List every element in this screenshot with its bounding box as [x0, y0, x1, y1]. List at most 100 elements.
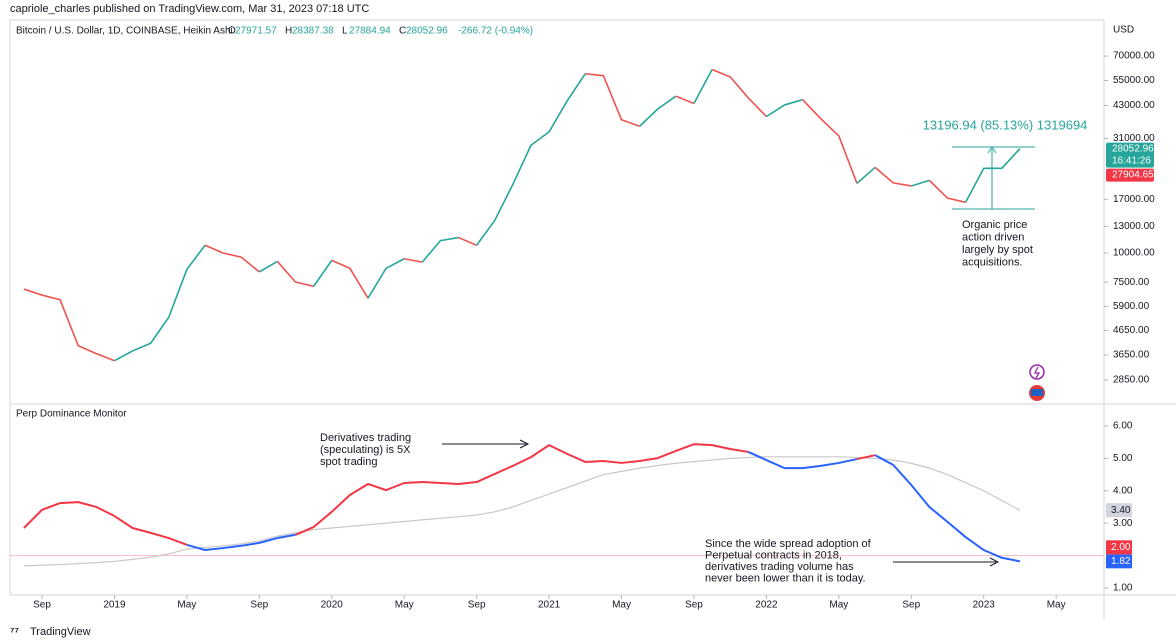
ohlc-key: O: [228, 26, 236, 37]
note-arrowhead: [989, 557, 1000, 567]
note: Organic price: [962, 219, 1027, 231]
ohlc-value: 28052.96: [406, 26, 448, 37]
note: Derivatives trading: [320, 432, 411, 444]
price-line: [258, 260, 278, 273]
y-tick-label: 7500.00: [1113, 277, 1150, 288]
x-tick-label: May: [829, 600, 848, 611]
x-tick-label: 2019: [103, 600, 126, 611]
ohlc-value: 28387.38: [292, 26, 334, 37]
price-line: [276, 260, 314, 288]
note: (speculating) is 5X: [320, 444, 411, 456]
note: derivatives trading volume has: [705, 561, 854, 573]
y-tick-label: 5.00: [1113, 453, 1133, 464]
ohlc-value: 27884.94: [349, 26, 391, 37]
y-tick-label: 13000.00: [1113, 221, 1155, 232]
price-line: [458, 236, 477, 246]
events-icon-flag: [1031, 389, 1043, 396]
price-line: [404, 257, 423, 263]
price-line: [964, 148, 1021, 203]
ma-last-box: [1106, 503, 1132, 518]
dominance-line: [23, 501, 188, 546]
price-line: [475, 73, 586, 246]
level-box: [1106, 540, 1132, 555]
ma-line: [23, 456, 1021, 567]
ma-last-label: 3.40: [1111, 505, 1131, 516]
dominance-last-box: [1106, 554, 1132, 569]
y-tick-label: 70000.00: [1113, 51, 1155, 62]
measure-label: 13196.94 (85.13%) 1319694: [923, 117, 1088, 132]
x-tick-label: May: [1047, 600, 1066, 611]
price-line: [675, 95, 695, 105]
price-change: -266.72 (-0.94%): [458, 26, 533, 37]
note: never been lower than it is today.: [705, 572, 866, 584]
dominance-line: [295, 443, 749, 536]
y-tick-label: 4.00: [1113, 485, 1133, 496]
x-tick-label: Sep: [685, 600, 703, 611]
y-tick-label: 43000.00: [1113, 100, 1155, 111]
x-tick-label: May: [612, 600, 631, 611]
dominance-line: [874, 454, 1021, 563]
y-tick-label: 5900.00: [1113, 301, 1150, 312]
price-line: [585, 72, 640, 127]
alert-icon[interactable]: [1029, 364, 1045, 380]
alert-icon-bolt: [1033, 366, 1041, 379]
price-line: [693, 69, 713, 104]
dominance-line: [856, 454, 876, 461]
price-line: [928, 179, 966, 204]
y-tick-label: 4650.00: [1113, 325, 1150, 336]
price-line: [711, 68, 767, 118]
y-tick-label: 2850.00: [1113, 375, 1150, 386]
price-line: [856, 166, 876, 184]
x-tick-label: Sep: [902, 600, 920, 611]
last-price: 28052.96: [1112, 143, 1154, 154]
dominance-line: [186, 533, 296, 552]
ohlc-value: 27971.57: [235, 26, 277, 37]
x-tick-label: May: [177, 600, 196, 611]
price-line: [331, 259, 369, 299]
price-line: [23, 288, 115, 362]
x-tick-label: 2022: [755, 600, 778, 611]
note: largely by spot: [962, 244, 1033, 256]
y-tick-label: 3.00: [1113, 518, 1133, 529]
price-line: [765, 98, 803, 118]
y-tick-label: 1.00: [1113, 583, 1133, 594]
price-line: [312, 259, 333, 287]
y-tick-label: 17000.00: [1113, 194, 1155, 205]
publisher: capriole_charles published on TradingVie…: [10, 3, 369, 15]
note: Since the wide spread adoption of: [705, 538, 872, 550]
countdown: 16:41:26: [1112, 155, 1151, 166]
note-arrowhead: [519, 439, 530, 449]
ohlc-key: C: [399, 26, 406, 37]
measure-arrowhead: [987, 146, 997, 154]
price-line: [874, 166, 912, 187]
x-tick-label: Sep: [468, 600, 486, 611]
footer-logo[interactable]: TradingView: [30, 626, 91, 638]
last-price-box: [1106, 142, 1154, 168]
x-tick-label: May: [395, 600, 414, 611]
price-line: [114, 244, 206, 362]
y-tick-label: 31000.00: [1113, 133, 1155, 144]
axis-unit: USD: [1113, 25, 1134, 36]
y-tick-label: 10000.00: [1113, 248, 1155, 259]
price-line: [802, 99, 858, 184]
level-label: 2.00: [1111, 542, 1131, 553]
price-line: [911, 179, 930, 187]
note: Perpetual contracts in 2018,: [705, 549, 842, 561]
note: acquisitions.: [962, 256, 1023, 268]
indicator-title: Perp Dominance Monitor: [16, 409, 127, 420]
ohlc-key: H: [285, 26, 292, 37]
note: action driven: [962, 231, 1024, 243]
dominance-line: [747, 451, 858, 470]
x-tick-label: Sep: [33, 600, 51, 611]
marker-box: [1106, 168, 1154, 182]
symbol-title: Bitcoin / U.S. Dollar, 1D, COINBASE, Hei…: [16, 26, 233, 37]
note: spot trading: [320, 456, 377, 468]
x-tick-label: Sep: [250, 600, 268, 611]
x-tick-label: 2023: [973, 600, 996, 611]
y-tick-label: 6.00: [1113, 421, 1133, 432]
marker-label: 27904.65: [1112, 169, 1154, 180]
logo-mark: ⁷⁷: [10, 626, 20, 638]
x-tick-label: 2020: [321, 600, 344, 611]
dominance-last-label: 1.82: [1111, 556, 1131, 567]
